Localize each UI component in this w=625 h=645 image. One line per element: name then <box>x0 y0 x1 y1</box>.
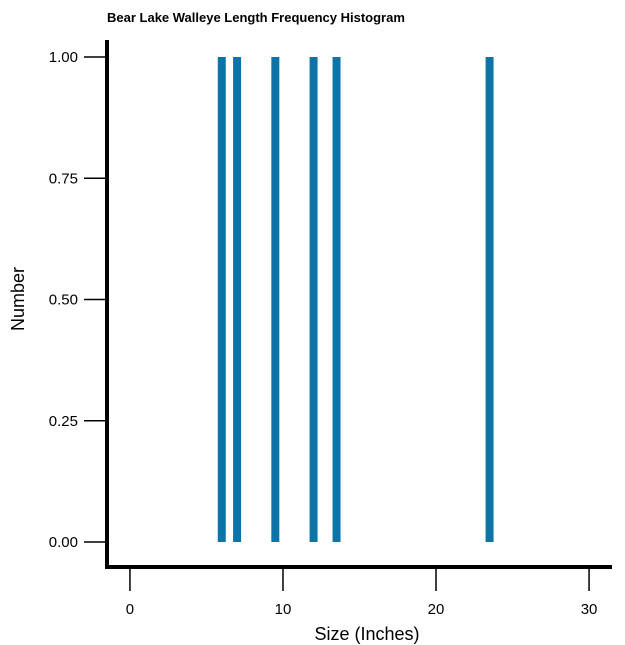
y-tick-label: 1.00 <box>49 49 78 66</box>
x-tick-label: 0 <box>126 601 134 618</box>
histogram-bar <box>217 57 226 542</box>
histogram-bar <box>332 57 341 542</box>
histogram-bar <box>233 57 242 542</box>
histogram-bar <box>485 57 494 542</box>
histogram-bar <box>271 57 280 542</box>
y-tick-label: 0.00 <box>49 534 78 551</box>
x-axis-label: Size (Inches) <box>314 624 419 644</box>
x-tick-label: 10 <box>275 601 292 618</box>
chart-title: Bear Lake Walleye Length Frequency Histo… <box>107 10 405 25</box>
y-axis: 0.00 0.25 0.50 0.75 1.00 <box>49 40 109 567</box>
x-axis: 0 10 20 30 <box>105 565 612 618</box>
y-tick-label: 0.25 <box>49 413 78 430</box>
bar-group <box>217 57 494 542</box>
y-axis-label: Number <box>8 267 28 331</box>
x-tick-label: 20 <box>428 601 445 618</box>
x-tick-label: 30 <box>581 601 598 618</box>
y-tick-label: 0.50 <box>49 292 78 309</box>
histogram-bar <box>309 57 318 542</box>
y-tick-label: 0.75 <box>49 170 78 187</box>
